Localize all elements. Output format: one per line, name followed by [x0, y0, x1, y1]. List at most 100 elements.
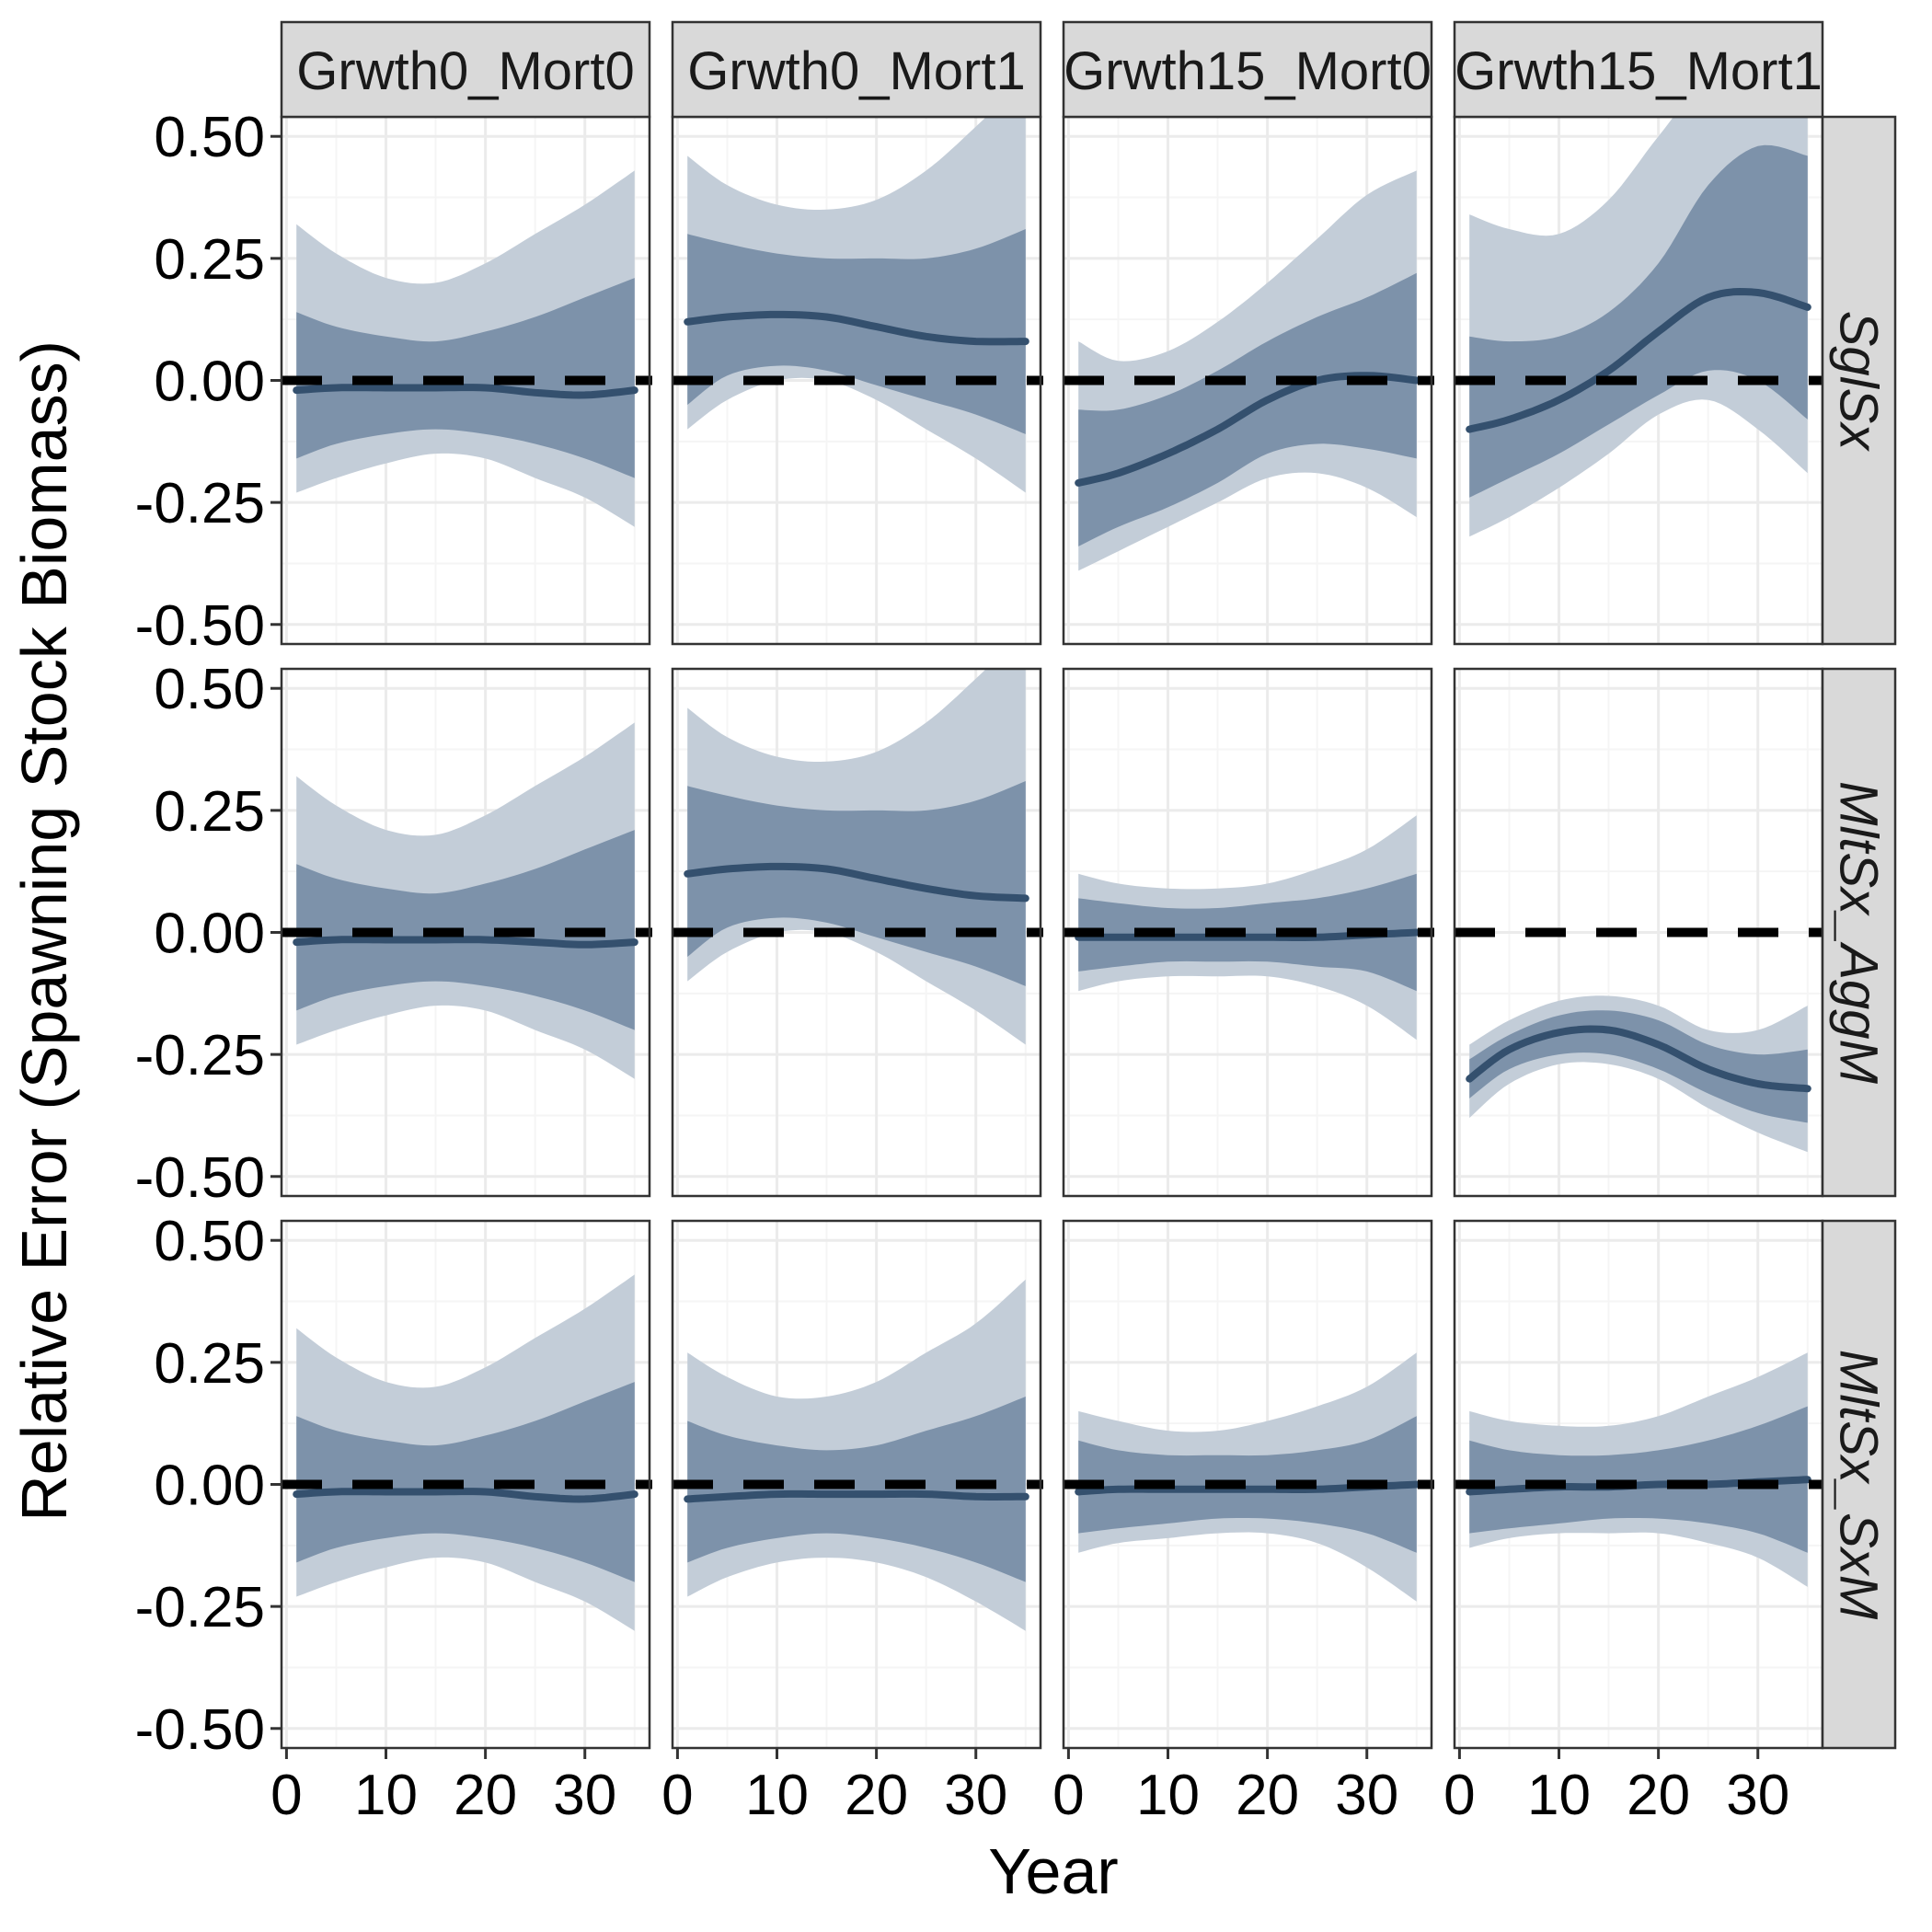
panel-data [293, 1274, 638, 1631]
inner-interval-band [687, 781, 1026, 986]
panel-border [1062, 667, 1433, 1198]
column-strip-3: Grwth15_Mort1 [1453, 20, 1824, 119]
inner-interval-band [1078, 873, 1417, 992]
panel-border [1062, 1219, 1433, 1750]
inner-interval-band [296, 830, 635, 1030]
panel-border [671, 667, 1042, 1198]
panel-0-1 [671, 115, 1043, 646]
panel-2-1 [671, 1219, 1043, 1750]
panel-1-3 [1453, 667, 1825, 1198]
panel-1-0 [280, 667, 652, 1198]
panel-data [1075, 1352, 1420, 1602]
inner-interval-band [296, 1382, 635, 1582]
panel-data [1466, 995, 1811, 1153]
strip-background [280, 20, 651, 119]
y-tick-label: 0.00 [154, 903, 265, 966]
y-tick-label: 0.00 [154, 351, 265, 414]
row-strip-label: SglSx [1829, 311, 1889, 453]
panel-2-0 [280, 1219, 652, 1750]
column-strip-label: Grwth0_Mort1 [687, 41, 1025, 101]
y-tick-label: -0.50 [135, 1698, 265, 1762]
x-tick-label: 0 [1052, 1764, 1084, 1827]
strips-layer: Grwth0_Mort0 Grwth0_Mort1 Grwth15_Mort0 Grw… [280, 20, 1897, 1750]
y-tick-label: 0.25 [154, 1332, 265, 1396]
median-line [293, 1488, 638, 1503]
median-line [684, 1489, 1029, 1503]
panels-layer [280, 115, 1825, 1750]
x-tick-label: 0 [1443, 1764, 1475, 1827]
x-tick-label: 10 [1136, 1764, 1200, 1827]
inner-interval-band [687, 229, 1026, 434]
strip-background [671, 20, 1042, 119]
median-line [293, 936, 638, 949]
panel-data [684, 117, 1029, 493]
x-tick-label: 20 [1627, 1764, 1690, 1827]
median-line [1075, 372, 1420, 487]
column-strip-label: Grwth0_Mort0 [296, 41, 634, 101]
y-tick-label: 0.25 [154, 780, 265, 844]
row-strip-2: MltSx_SxM [1821, 1219, 1897, 1750]
column-strip-label: Grwth15_Mort0 [1064, 41, 1432, 101]
column-strip-1: Grwth0_Mort1 [671, 20, 1042, 119]
strip-background [1821, 667, 1897, 1198]
panel-data [684, 1279, 1029, 1631]
panel-data [293, 722, 638, 1079]
y-tick-label: 0.00 [154, 1455, 265, 1518]
x-tick-label: 10 [1527, 1764, 1591, 1827]
row-strip-label: MltSx_AggM [1829, 781, 1889, 1084]
y-tick-label: 0.50 [154, 106, 265, 169]
inner-interval-band [1469, 1406, 1808, 1553]
y-axis-title: Relative Error (Spawning Stock Biomass) [8, 340, 80, 1522]
y-tick-label: -0.50 [135, 1146, 265, 1210]
strip-background [1062, 20, 1433, 119]
axes-layer: -0.50-0.250.000.250.50-0.50-0.250.000.25… [135, 106, 1790, 1827]
x-tick-label: 20 [1236, 1764, 1299, 1827]
panel-1-2 [1062, 667, 1434, 1198]
panel-2-3 [1453, 1219, 1825, 1750]
median-line [293, 384, 638, 399]
row-strip-1: MltSx_AggM [1821, 667, 1897, 1198]
inner-interval-band [1078, 1416, 1417, 1553]
column-strip-label: Grwth15_Mort1 [1455, 41, 1823, 101]
y-tick-label: 0.50 [154, 658, 265, 721]
median-line [684, 862, 1029, 903]
y-tick-label: -0.50 [135, 594, 265, 658]
x-tick-label: 0 [270, 1764, 302, 1827]
median-line [1466, 288, 1811, 433]
y-tick-label: 0.50 [154, 1210, 265, 1273]
x-tick-label: 30 [944, 1764, 1007, 1827]
y-tick-label: -0.25 [135, 1024, 265, 1087]
strip-background [1821, 115, 1897, 646]
x-tick-label: 20 [454, 1764, 517, 1827]
x-tick-label: 10 [354, 1764, 418, 1827]
median-line [684, 310, 1029, 346]
x-axis-title: Year [988, 1835, 1118, 1907]
x-tick-label: 30 [553, 1764, 616, 1827]
column-strip-2: Grwth15_Mort0 [1062, 20, 1433, 119]
x-tick-label: 30 [1335, 1764, 1398, 1827]
inner-interval-band [1469, 144, 1808, 498]
strip-background [1821, 1219, 1897, 1750]
y-tick-label: -0.25 [135, 472, 265, 535]
median-line [1466, 1025, 1811, 1093]
row-strip-label: MltSx_SxM [1829, 1350, 1889, 1620]
panel-2-2 [1062, 1219, 1434, 1750]
x-tick-label: 10 [745, 1764, 809, 1827]
panel-border [671, 1219, 1042, 1750]
y-tick-label: 0.25 [154, 228, 265, 292]
panel-0-3 [1453, 115, 1825, 646]
x-tick-label: 0 [661, 1764, 693, 1827]
strip-background [1453, 20, 1824, 119]
y-tick-label: -0.25 [135, 1576, 265, 1639]
panel-data [1075, 170, 1420, 571]
x-tick-label: 20 [845, 1764, 908, 1827]
x-tick-label: 30 [1726, 1764, 1789, 1827]
inner-interval-band [687, 1397, 1026, 1582]
inner-interval-band [1469, 1010, 1808, 1123]
panel-0-0 [280, 115, 652, 646]
panel-data [1466, 117, 1811, 537]
panel-1-1 [671, 667, 1043, 1198]
inner-interval-band [296, 278, 635, 478]
row-strip-0: SglSx [1821, 115, 1897, 646]
